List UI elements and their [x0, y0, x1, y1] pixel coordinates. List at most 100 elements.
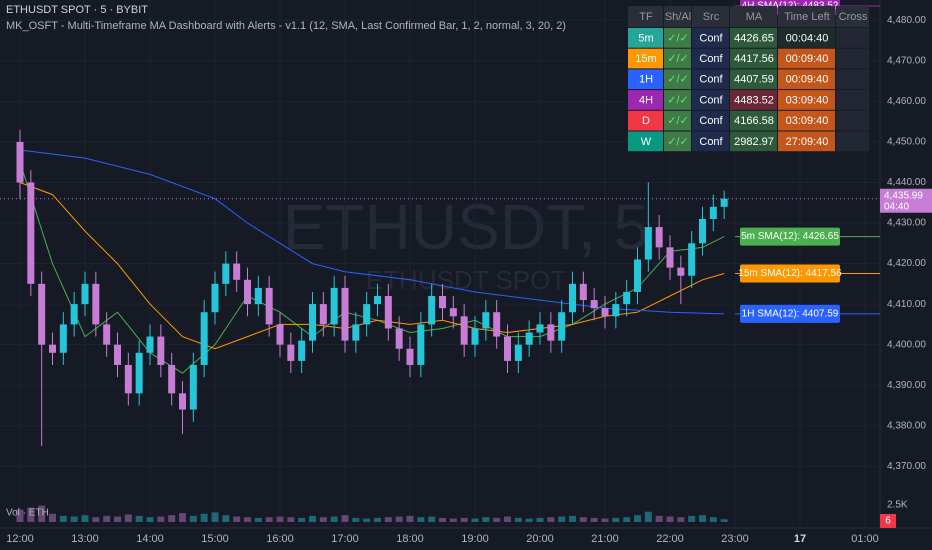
table-cell-text: Conf: [699, 32, 723, 44]
candle-body: [146, 336, 154, 353]
volume-bar: [460, 517, 468, 522]
volume-bar: [363, 518, 371, 522]
volume-bar: [309, 515, 316, 522]
candle-body: [222, 263, 230, 284]
x-tick-label: 14:00: [136, 533, 164, 545]
table-cell-text: W: [641, 136, 652, 148]
volume-bar: [482, 517, 490, 522]
volume-bar: [612, 517, 620, 522]
volume-bar: [677, 517, 685, 522]
last-price-bg: [880, 188, 932, 213]
volume-bar: [27, 507, 35, 522]
table-header: TF: [639, 11, 653, 23]
candle-body: [233, 263, 241, 280]
candle-body: [623, 291, 631, 305]
candle-body: [59, 324, 67, 353]
table-cell: [664, 28, 691, 48]
candle-body: [319, 304, 327, 325]
table-cell: [836, 131, 869, 152]
table-header-cell: [692, 6, 729, 27]
candle-body: [590, 300, 598, 309]
candle-body: [287, 344, 295, 361]
volume-badge-bg: [880, 514, 896, 528]
candle-body: [569, 283, 576, 313]
table-cell: [664, 131, 691, 152]
y-tick-label: 4,370.00: [887, 461, 926, 472]
candle-body: [92, 283, 100, 325]
volume-bar: [569, 515, 576, 522]
candle-body: [168, 364, 176, 394]
table-cell: [836, 90, 869, 110]
candle-body: [157, 336, 165, 365]
volume-bar: [352, 517, 360, 522]
table-cell: [730, 131, 777, 152]
volume-bar: [124, 514, 132, 522]
table-cell-text: ✓/✓: [667, 94, 689, 106]
volume-bar: [655, 515, 663, 522]
table-cell-text: Conf: [699, 94, 723, 106]
table-cell: [836, 110, 869, 131]
x-tick-label: 17: [794, 533, 806, 545]
ma-label: 15m SMA(12): 4417.56: [738, 268, 842, 279]
table-header-cell: [730, 6, 777, 27]
table-cell-text: 4483.52: [734, 94, 774, 106]
table-cell-text: Conf: [699, 74, 723, 86]
table-cell-text: 00:09:40: [786, 74, 829, 86]
candle-body: [699, 218, 706, 244]
table-cell: [628, 28, 663, 48]
candle-body: [525, 332, 533, 345]
volume-bar: [179, 513, 186, 522]
candle-body: [428, 296, 436, 325]
y-tick-label: 4,450.00: [887, 137, 926, 148]
table-cell: [778, 90, 835, 110]
table-cell: [836, 48, 869, 69]
table-cell-text: 4426.65: [734, 32, 774, 44]
x-tick-label: 18:00: [396, 533, 424, 545]
table-cell: [836, 69, 869, 90]
x-tick-label: 20:00: [526, 533, 554, 545]
volume-bar: [341, 515, 349, 522]
volume-bar: [395, 516, 403, 522]
table-cell: [692, 110, 729, 131]
volume-bar: [135, 515, 143, 522]
table-cell: [778, 69, 835, 90]
ma-label-bg: [740, 264, 840, 283]
candle-body: [471, 328, 479, 345]
volume-bar: [384, 517, 392, 522]
candle-body: [103, 324, 111, 345]
volume-bar: [287, 517, 295, 522]
chart-subtitle: MK_OSFT - Multi-Timeframe MA Dashboard w…: [6, 20, 566, 32]
volume-bar: [81, 515, 89, 522]
volume-bar: [244, 517, 251, 522]
volume-label: Vol · ETH: [6, 508, 49, 519]
volume-bar: [254, 517, 262, 522]
volume-bar: [330, 516, 338, 522]
candle-body: [666, 247, 674, 268]
table-cell: [628, 131, 663, 152]
volume-bar: [493, 517, 501, 522]
volume-bar: [417, 517, 425, 522]
candle-body: [536, 324, 544, 333]
table-header: Cross: [839, 11, 868, 23]
candle-body: [547, 324, 555, 341]
x-tick-label: 13:00: [71, 533, 99, 545]
candle-body: [276, 324, 284, 345]
y-tick-label: 4,470.00: [887, 55, 926, 66]
candle-body: [709, 206, 717, 219]
volume-bar: [428, 516, 436, 522]
volume-bar: [222, 515, 230, 522]
candle-body: [601, 308, 609, 317]
table-cell: [692, 69, 729, 90]
table-cell-text: ✓/✓: [667, 32, 689, 44]
y-tick-label: 4,480.00: [887, 15, 926, 26]
table-header: MA: [746, 11, 763, 23]
candle-body: [720, 198, 728, 207]
volume-bar: [103, 515, 111, 522]
candle-body: [189, 364, 197, 410]
candle-body: [482, 312, 490, 329]
volume-bar: [439, 517, 446, 522]
table-cell-text: 27:09:40: [786, 136, 829, 148]
table-cell-text: Conf: [699, 115, 723, 127]
volume-bar: [16, 509, 24, 522]
candle-body: [688, 243, 696, 276]
